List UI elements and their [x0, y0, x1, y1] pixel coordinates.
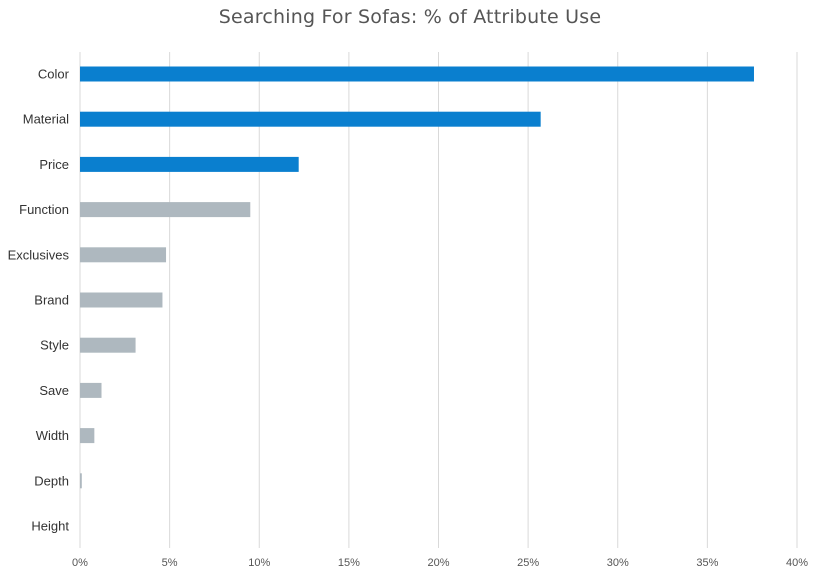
category-label-exclusives: Exclusives [8, 247, 70, 262]
bar-price [80, 156, 299, 172]
category-label-width: Width [36, 428, 69, 443]
bar-save [80, 382, 102, 398]
bar-style [80, 337, 136, 353]
x-tick-label: 5% [162, 557, 178, 569]
bars [80, 66, 754, 489]
bar-color [80, 66, 754, 82]
x-tick-label: 20% [427, 557, 449, 569]
category-label-color: Color [38, 67, 70, 82]
chart-title: Searching For Sofas: % of Attribute Use [218, 6, 602, 28]
category-label-brand: Brand [34, 293, 69, 308]
x-tick-label: 30% [607, 557, 629, 569]
category-label-height: Height [31, 519, 69, 534]
x-tick-label: 40% [786, 557, 808, 569]
category-label-save: Save [39, 383, 69, 398]
x-tick-label: 15% [338, 557, 360, 569]
x-tick-label: 25% [517, 557, 539, 569]
category-labels: Color Material Price Function Exclusives Bran… [8, 67, 70, 534]
category-label-style: Style [40, 338, 69, 353]
x-tick-label: 10% [248, 557, 270, 569]
category-label-material: Material [23, 112, 69, 127]
bar-function [80, 202, 251, 218]
bar-exclusives [80, 247, 167, 263]
category-label-price: Price [39, 157, 69, 172]
bar-brand [80, 292, 163, 308]
x-axis-tick-labels: 0% 5% 10% 15% 20% 25% 30% 35% 40% [72, 557, 808, 569]
x-tick-label: 35% [696, 557, 718, 569]
category-label-function: Function [19, 202, 69, 217]
x-tick-label: 0% [72, 557, 88, 569]
bar-depth [80, 473, 82, 489]
bar-width [80, 428, 95, 444]
bar-material [80, 111, 541, 127]
category-label-depth: Depth [34, 473, 69, 488]
